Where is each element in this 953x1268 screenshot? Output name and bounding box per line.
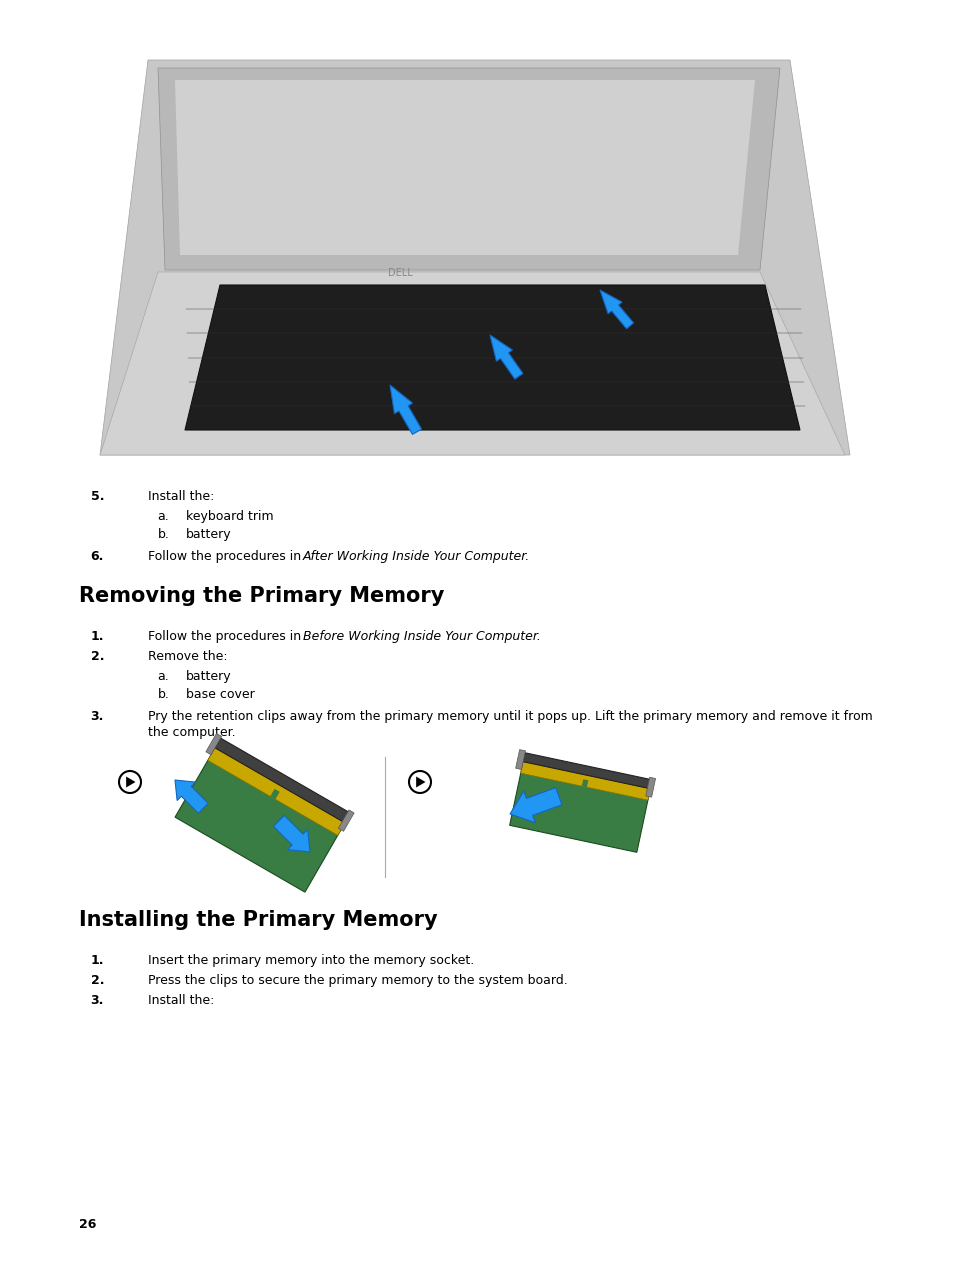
Text: 3.: 3. [91,710,104,723]
Polygon shape [174,748,345,893]
Polygon shape [174,780,208,813]
Text: Insert the primary memory into the memory socket.: Insert the primary memory into the memor… [148,954,474,967]
FancyBboxPatch shape [0,0,953,481]
Polygon shape [599,290,633,328]
Polygon shape [645,777,655,798]
Polygon shape [516,749,525,770]
Text: 2.: 2. [91,974,104,987]
Text: b.: b. [157,527,169,541]
Polygon shape [158,68,780,270]
Polygon shape [509,762,650,852]
Text: 2.: 2. [91,650,104,663]
Polygon shape [208,748,345,836]
Polygon shape [416,776,425,787]
Text: 6.: 6. [91,550,104,563]
Text: keyboard trim: keyboard trim [186,510,274,522]
Text: 3.: 3. [91,994,104,1007]
Text: Removing the Primary Memory: Removing the Primary Memory [79,586,444,606]
Text: a.: a. [157,670,169,683]
Polygon shape [206,733,221,754]
Text: 5.: 5. [91,489,104,503]
Polygon shape [214,738,350,823]
Polygon shape [490,335,522,379]
Polygon shape [510,787,561,823]
Text: a.: a. [157,510,169,522]
Text: base cover: base cover [186,689,254,701]
Polygon shape [174,80,754,255]
Text: After Working Inside Your Computer.: After Working Inside Your Computer. [302,550,530,563]
Text: Installing the Primary Memory: Installing the Primary Memory [79,910,437,929]
Polygon shape [520,762,650,800]
Text: Pry the retention clips away from the primary memory until it pops up. Lift the : Pry the retention clips away from the pr… [148,710,872,723]
Text: 1.: 1. [91,630,104,643]
Polygon shape [338,810,354,832]
Polygon shape [522,753,652,789]
Text: battery: battery [186,527,232,541]
Polygon shape [390,385,421,435]
Text: the computer.: the computer. [148,727,235,739]
Circle shape [119,771,141,792]
Text: Remove the:: Remove the: [148,650,227,663]
Text: battery: battery [186,670,232,683]
Text: Install the:: Install the: [148,489,214,503]
Text: Follow the procedures in: Follow the procedures in [148,630,305,643]
Polygon shape [185,285,800,430]
Polygon shape [100,60,849,455]
Text: b.: b. [157,689,169,701]
Polygon shape [270,789,279,799]
Text: 26: 26 [79,1219,96,1231]
Text: DELL: DELL [387,268,412,278]
Polygon shape [100,273,844,455]
Text: 1.: 1. [91,954,104,967]
Polygon shape [126,776,135,787]
Text: Press the clips to secure the primary memory to the system board.: Press the clips to secure the primary me… [148,974,567,987]
Text: Before Working Inside Your Computer.: Before Working Inside Your Computer. [302,630,540,643]
Text: Follow the procedures in: Follow the procedures in [148,550,305,563]
Circle shape [409,771,431,792]
Text: Install the:: Install the: [148,994,214,1007]
Polygon shape [274,815,310,852]
Polygon shape [581,780,588,787]
